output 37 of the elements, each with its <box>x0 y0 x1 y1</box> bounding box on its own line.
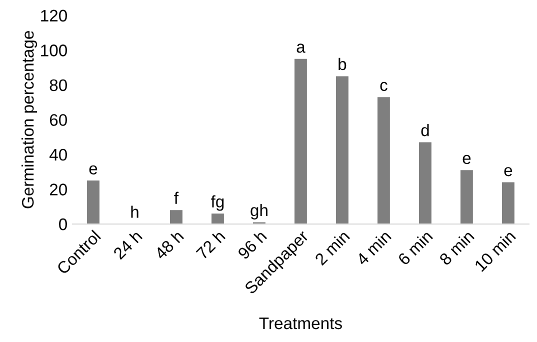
y-tick-label: 60 <box>50 114 67 126</box>
annotation: e <box>504 167 512 176</box>
annotation: c <box>380 82 388 92</box>
bar <box>377 97 390 224</box>
x-tick-label: 4 min <box>355 230 392 266</box>
annotation: d <box>421 124 429 136</box>
annotation: b <box>338 58 346 70</box>
annotation: e <box>462 154 471 164</box>
bar <box>170 210 182 224</box>
y-tick-label: 40 <box>49 148 67 161</box>
bar <box>294 58 307 224</box>
annotation: a <box>296 44 306 53</box>
x-tick-label: 8 min <box>438 230 475 266</box>
x-tick-label: 24 h <box>112 230 143 260</box>
x-tick-label: 48 h <box>154 230 184 260</box>
y-tick-label: 120 <box>41 10 67 22</box>
annotation: e <box>89 165 98 174</box>
bar <box>212 214 224 224</box>
y-tick-label: 0 <box>59 218 67 230</box>
annotation: f <box>174 192 179 204</box>
x-tick-label: 2 min <box>314 230 350 266</box>
annotation: gh <box>250 204 268 220</box>
y-tick-label: 20 <box>50 184 67 196</box>
bar <box>418 142 432 224</box>
bar <box>502 182 514 224</box>
x-axis-title: Treatments <box>259 318 342 330</box>
y-axis-title: Germination percentage <box>22 31 38 208</box>
bar <box>460 170 473 224</box>
x-tick-label: 72 h <box>195 230 226 260</box>
annotation: h <box>131 206 138 218</box>
x-tick-label: 6 min <box>396 230 434 266</box>
y-tick-label: 80 <box>50 79 67 92</box>
annotation: fg <box>211 195 224 211</box>
bar <box>87 180 100 224</box>
y-tick-label: 100 <box>41 44 67 56</box>
bar <box>336 76 348 224</box>
x-tick-label: 10 min <box>474 230 516 272</box>
